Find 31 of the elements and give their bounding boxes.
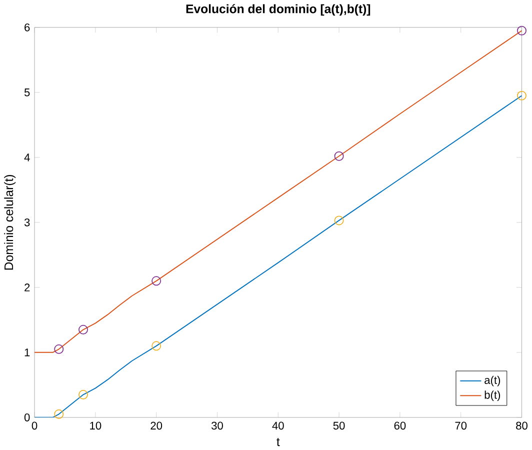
- y-tick-label: 3: [24, 218, 30, 226]
- y-tick-label: 1: [24, 348, 30, 356]
- x-tick-label: 10: [90, 422, 102, 430]
- x-tick-label: 70: [455, 422, 467, 430]
- x-tick-label: 80: [516, 422, 528, 430]
- x-tick-label: 30: [211, 422, 223, 430]
- y-tick-label: 4: [24, 154, 30, 162]
- legend-label: b(t): [484, 390, 500, 401]
- x-tick-label: 20: [150, 422, 162, 430]
- y-tick-label: 0: [24, 413, 30, 422]
- x-tick-label: 60: [394, 422, 406, 430]
- point: [78, 324, 88, 334]
- x-tick-label: 50: [333, 422, 345, 430]
- x-axis-title: t: [276, 438, 280, 446]
- point: [517, 90, 526, 100]
- point: [78, 390, 88, 400]
- y-tick-label: 6: [24, 23, 30, 32]
- x-tick-label: 40: [272, 422, 284, 430]
- point: [54, 344, 64, 354]
- point: [334, 216, 344, 226]
- point: [334, 151, 344, 161]
- point: [517, 26, 526, 36]
- legend-label: a(t): [484, 376, 500, 386]
- point: [54, 409, 64, 419]
- point: [152, 276, 162, 286]
- y-axis-title: Dominio celular(t): [4, 174, 16, 270]
- x-tick-label: 0: [32, 422, 38, 430]
- chart-title: Evolución del dominio [a(t),b(t)]: [186, 4, 370, 16]
- y-tick-label: 2: [24, 283, 30, 292]
- point: [152, 341, 162, 351]
- y-tick-label: 5: [24, 88, 30, 96]
